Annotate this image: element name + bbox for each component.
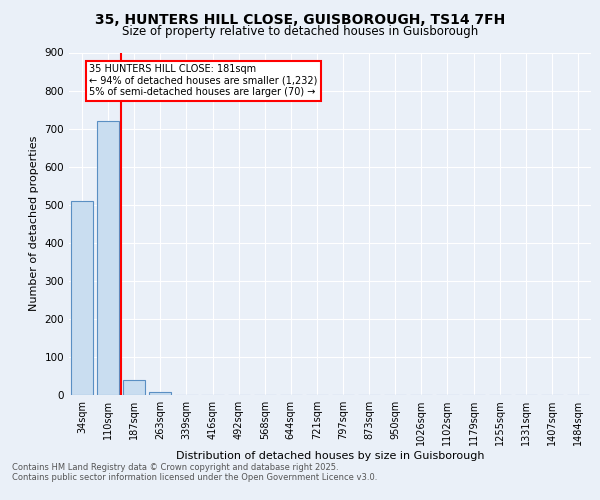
X-axis label: Distribution of detached houses by size in Guisborough: Distribution of detached houses by size … <box>176 451 484 461</box>
Bar <box>97 121 119 395</box>
Y-axis label: Number of detached properties: Number of detached properties <box>29 136 39 312</box>
Text: Size of property relative to detached houses in Guisborough: Size of property relative to detached ho… <box>122 25 478 38</box>
Text: Contains public sector information licensed under the Open Government Licence v3: Contains public sector information licen… <box>12 474 377 482</box>
Bar <box>149 392 172 395</box>
Text: Contains HM Land Registry data © Crown copyright and database right 2025.: Contains HM Land Registry data © Crown c… <box>12 462 338 471</box>
Bar <box>71 201 93 395</box>
Bar <box>123 380 145 395</box>
Text: 35 HUNTERS HILL CLOSE: 181sqm
← 94% of detached houses are smaller (1,232)
5% of: 35 HUNTERS HILL CLOSE: 181sqm ← 94% of d… <box>89 64 318 97</box>
Text: 35, HUNTERS HILL CLOSE, GUISBOROUGH, TS14 7FH: 35, HUNTERS HILL CLOSE, GUISBOROUGH, TS1… <box>95 12 505 26</box>
